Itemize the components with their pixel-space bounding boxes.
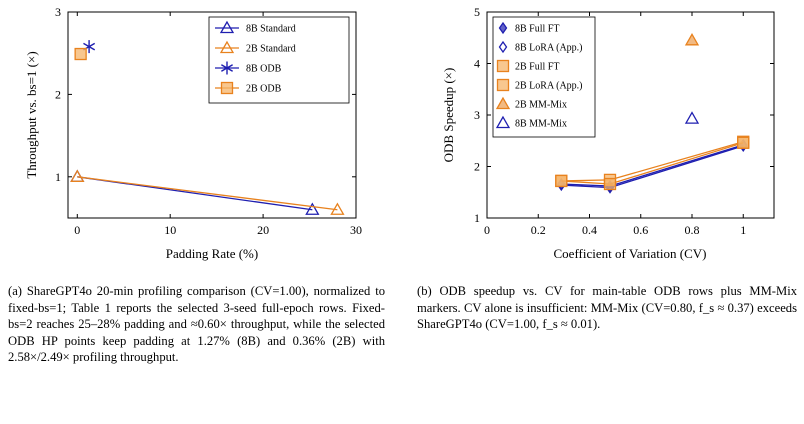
legend-entry: 8B MM-Mix — [495, 115, 567, 130]
data-point-3-0 — [74, 47, 87, 61]
data-point-3-2 — [737, 136, 750, 149]
y-tick-label: 2 — [474, 160, 480, 174]
legend-label: 2B Standard — [246, 44, 296, 55]
legend-entry: 2B LoRA (App.) — [496, 78, 583, 92]
chart-b-xlabel: Coefficient of Variation (CV) — [554, 246, 707, 261]
legend-label: 2B LoRA (App.) — [515, 81, 583, 92]
chart-a: 0 10 20 30 1 2 3 Padding Rate (%) Throughput v… — [24, 5, 362, 261]
legend-label: 8B Standard — [246, 24, 296, 35]
chart-a-xlabel: Padding Rate (%) — [166, 246, 258, 261]
y-tick-label: 2 — [55, 87, 61, 101]
legend-entry: 2B ODB — [215, 81, 282, 95]
legend-box — [492, 16, 596, 138]
legend-marker-5 — [495, 115, 511, 129]
legend-label: 8B LoRA (App.) — [515, 43, 583, 54]
chart-b-ylabel: ODB Speedup (×) — [441, 68, 456, 163]
chart-a-legend: 8B Standard 2B Standard 8B ODB 2B ODB — [208, 16, 350, 104]
y-tick-label: 1 — [55, 170, 61, 184]
series-line-1 — [77, 176, 338, 211]
data-point-3-1 — [603, 177, 617, 191]
legend-marker-4 — [495, 96, 511, 110]
legend-entry: 2B Full FT — [496, 59, 559, 73]
legend-marker-3 — [496, 78, 510, 92]
x-tick-label: 30 — [350, 223, 362, 237]
x-tick-label: 10 — [164, 223, 176, 237]
legend-label: 8B ODB — [246, 64, 282, 75]
y-tick-label: 1 — [474, 211, 480, 225]
data-point-3-0 — [555, 174, 568, 188]
data-point-1-0 — [70, 169, 85, 182]
legend-label: 2B MM-Mix — [515, 100, 567, 111]
x-tick-label: 0.8 — [685, 223, 700, 237]
x-tick-label: 0.2 — [531, 223, 546, 237]
legend-label: 8B MM-Mix — [515, 119, 567, 130]
legend-marker-2 — [496, 59, 510, 73]
legend-marker-0 — [498, 21, 508, 35]
x-tick-label: 0 — [484, 223, 490, 237]
y-tick-label: 3 — [474, 108, 480, 122]
legend-label: 2B ODB — [246, 84, 282, 95]
data-point-0-1 — [305, 202, 320, 215]
legend-entry: 2B Standard — [215, 40, 296, 55]
y-tick-label: 5 — [474, 5, 480, 19]
legend-entry: 8B Full FT — [498, 21, 559, 35]
chart-b: 0 0.2 0.4 0.6 0.8 1 1 2 3 4 5 Coefficient of Varia… — [441, 5, 775, 261]
series-line-0 — [561, 145, 744, 189]
x-tick-label: 0 — [74, 223, 80, 237]
legend-label: 8B Full FT — [515, 24, 559, 35]
legend-label: 2B Full FT — [515, 62, 559, 73]
legend-marker-0 — [219, 20, 235, 34]
data-point-1-1 — [330, 202, 345, 215]
legend-entry: 2B MM-Mix — [495, 96, 567, 111]
legend-entry: 8B Standard — [215, 20, 296, 35]
y-tick-label: 4 — [474, 57, 480, 71]
x-tick-label: 0.6 — [633, 223, 648, 237]
chart-a-ylabel: Throughput vs. bs=1 (×) — [24, 51, 39, 178]
legend-marker-1 — [498, 40, 508, 54]
x-tick-label: 0.4 — [582, 223, 597, 237]
legend-marker-2 — [221, 61, 233, 75]
data-point-0-0 — [70, 169, 85, 182]
x-tick-label: 1 — [740, 223, 746, 237]
caption-b: (b) ODB speedup vs. CV for main-table OD… — [417, 284, 797, 331]
chart-a-frame — [67, 11, 357, 219]
legend-entry: 8B LoRA (App.) — [498, 40, 583, 54]
data-point-5-0 — [684, 111, 700, 124]
y-tick-label: 3 — [55, 5, 61, 19]
data-point-4-0 — [684, 33, 700, 46]
legend-entry: 8B ODB — [215, 61, 282, 75]
caption-a: (a) ShareGPT4o 20-min profiling comparis… — [8, 284, 385, 364]
legend-marker-3 — [220, 81, 234, 95]
legend-marker-1 — [219, 40, 235, 54]
chart-b-legend: 8B Full FT 8B LoRA (App.) 2B Full FT 2B LoR… — [492, 16, 596, 138]
x-tick-label: 20 — [257, 223, 269, 237]
